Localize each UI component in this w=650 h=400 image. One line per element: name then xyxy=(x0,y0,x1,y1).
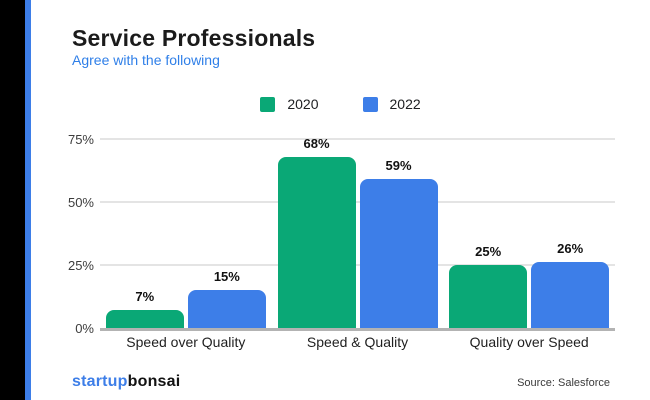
x-axis-label: Speed over Quality xyxy=(126,334,246,350)
gridline xyxy=(100,264,615,266)
legend-label: 2020 xyxy=(287,96,319,112)
x-axis-label: Quality over Speed xyxy=(469,334,589,350)
bar-value-label: 25% xyxy=(475,244,502,259)
bar-value-label: 7% xyxy=(135,289,155,305)
logo-part-bonsai: bonsai xyxy=(127,373,181,390)
source-text: Source: Salesforce xyxy=(517,377,610,389)
bar-value-label: 15% xyxy=(213,269,240,285)
logo-part-startup: startup xyxy=(72,373,128,390)
bar-value-label: 59% xyxy=(385,158,412,174)
page-title: Service Professionals xyxy=(72,25,316,51)
legend-label: 2022 xyxy=(389,96,421,112)
bar-group: 7% 15% xyxy=(100,139,272,328)
bar-2022: 26% xyxy=(531,241,610,328)
bar-2020: 68% xyxy=(277,136,356,328)
startupbonsai-logo: startupbonsai xyxy=(72,373,180,391)
legend-swatch-icon xyxy=(260,96,276,112)
left-accent-band xyxy=(0,0,25,400)
bar-group: 25% 26% xyxy=(443,139,615,328)
y-tick-label: 75% xyxy=(67,132,94,147)
y-tick-label: 0% xyxy=(75,321,94,336)
legend: 2020 2022 xyxy=(31,96,650,112)
y-axis: 0% 25% 50% 75% xyxy=(50,0,94,400)
legend-item-2022: 2022 xyxy=(362,96,421,112)
bar-2022: 15% xyxy=(187,269,266,328)
page-subtitle: Agree with the following xyxy=(72,52,220,68)
legend-swatch-icon xyxy=(362,96,378,112)
bar-2022: 59% xyxy=(359,158,438,328)
gridline xyxy=(100,201,615,203)
bar-group: 68% 59% xyxy=(272,136,444,328)
y-tick-label: 25% xyxy=(67,258,94,273)
bar-2020: 7% xyxy=(105,289,184,328)
bar-groups: 7% 15% 68% 59% 25% 26% xyxy=(100,136,615,328)
legend-item-2020: 2020 xyxy=(260,96,319,112)
y-tick-label: 50% xyxy=(67,195,94,210)
bar-value-label: 68% xyxy=(303,135,330,151)
bar-value-label: 26% xyxy=(557,241,584,257)
plot-area: 7% 15% 68% 59% 25% 26% xyxy=(100,136,615,331)
bar-2020: 25% xyxy=(449,244,528,328)
x-axis: Speed over Quality Speed & Quality Quality… xyxy=(100,334,615,350)
gridline xyxy=(100,138,615,140)
x-axis-label: Speed & Quality xyxy=(306,334,409,350)
left-accent-stripe xyxy=(25,0,31,400)
